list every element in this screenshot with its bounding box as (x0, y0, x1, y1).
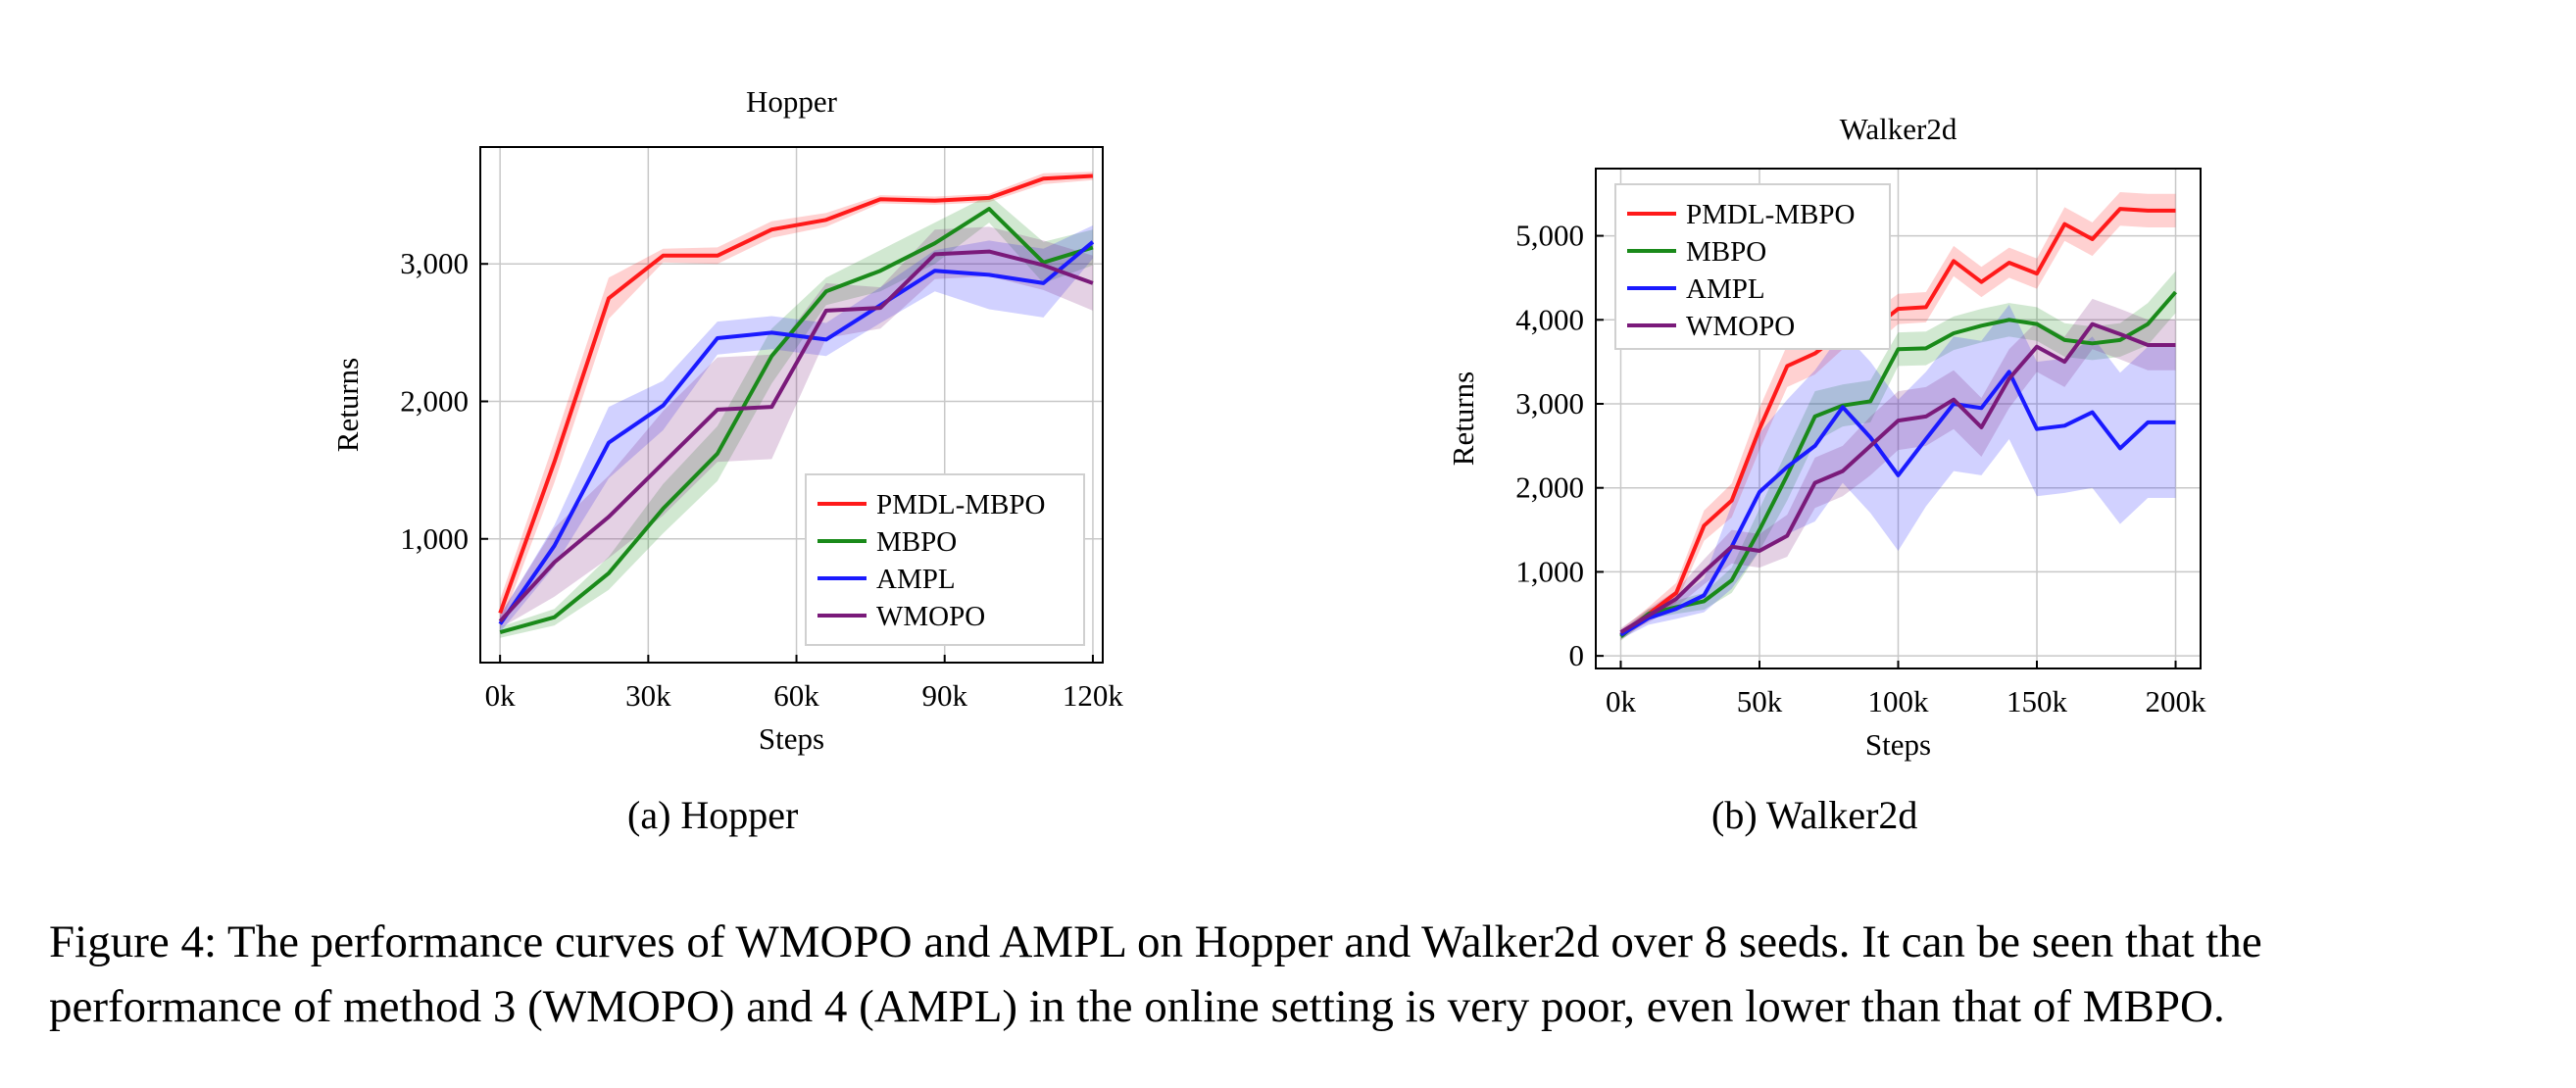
series-line-mbpo (499, 207, 1094, 635)
x-tick-label: 30k (625, 678, 671, 713)
band-ampl (500, 225, 1093, 633)
legend-label-ampl: AMPL (876, 564, 956, 595)
y-axis-label: Returns (330, 358, 365, 452)
legend: PMDL-MBPO MBPO AMPL WMOPO (805, 473, 1085, 646)
x-axis-label: Steps (1865, 727, 1931, 762)
x-tick-label: 100k (1868, 684, 1930, 718)
x-tick-label: 150k (2006, 684, 2068, 718)
y-tick-label: 3,000 (400, 246, 469, 280)
series-line-pmdl-mbpo (1619, 207, 2176, 637)
subcaption-b: (b) Walker2d (1711, 793, 1918, 837)
x-tick-label: 90k (921, 678, 967, 713)
band-wmopo (500, 226, 1093, 628)
walker2d-chart: 0k 50k 100k 150k 200k 0 1,000 2,000 3,000 4,000 5,… (1446, 112, 2206, 762)
x-tick-label: 50k (1737, 684, 1783, 718)
legend-label-ampl: AMPL (1686, 273, 1765, 305)
hopper-chart: 0k 30k 60k 90k 120k 1,000 2,000 3,000 Hopper Step… (330, 84, 1123, 756)
x-tick-label: 0k (485, 678, 517, 713)
y-axis-label: Returns (1446, 371, 1480, 466)
y-tick-label: 1,000 (400, 521, 469, 556)
chart-title: Hopper (746, 84, 838, 119)
y-tick-label: 1,000 (1515, 554, 1584, 588)
y-tick-label: 2,000 (400, 383, 469, 418)
x-tick-label: 60k (773, 678, 819, 713)
y-tick-label: 0 (1569, 638, 1585, 672)
x-tick-label: 0k (1606, 684, 1637, 718)
series-line-ampl (498, 240, 1095, 625)
y-tick-label: 3,000 (1515, 386, 1584, 420)
series-line-mbpo (1619, 290, 2178, 638)
y-tick-label: 5,000 (1515, 219, 1584, 253)
x-tick-label: 200k (2146, 684, 2207, 718)
caption-line-1: Figure 4: The performance curves of WMOP… (49, 916, 2262, 967)
y-tick-label: 4,000 (1515, 302, 1584, 336)
series-line-pmdl-mbpo (498, 173, 1094, 615)
y-tick-label: 2,000 (1515, 470, 1584, 505)
legend: PMDL-MBPO MBPO AMPL WMOPO (1614, 183, 1891, 350)
series-line-wmopo (498, 249, 1094, 623)
band-mbpo (1620, 271, 2176, 641)
legend-label-wmopo: WMOPO (1686, 311, 1795, 342)
x-tick-label: 120k (1063, 678, 1124, 713)
series-line-wmopo (1619, 321, 2176, 634)
plot-frame (479, 146, 1104, 664)
legend-label-mbpo: MBPO (876, 526, 957, 558)
legend-label-wmopo: WMOPO (876, 601, 985, 632)
band-ampl (1620, 304, 2176, 639)
legend-label-pmdl-mbpo: PMDL-MBPO (876, 489, 1045, 520)
series-line-ampl (1619, 370, 2176, 637)
chart-title: Walker2d (1840, 112, 1957, 146)
subcaption-a: (a) Hopper (627, 793, 799, 837)
x-axis-label: Steps (759, 721, 824, 756)
figure-caption: Figure 4: The performance curves of WMOP… (49, 910, 2539, 1039)
caption-line-2: performance of method 3 (WMOPO) and 4 (A… (49, 981, 2225, 1032)
legend-label-pmdl-mbpo: PMDL-MBPO (1686, 199, 1855, 230)
legend-label-mbpo: MBPO (1686, 236, 1766, 268)
